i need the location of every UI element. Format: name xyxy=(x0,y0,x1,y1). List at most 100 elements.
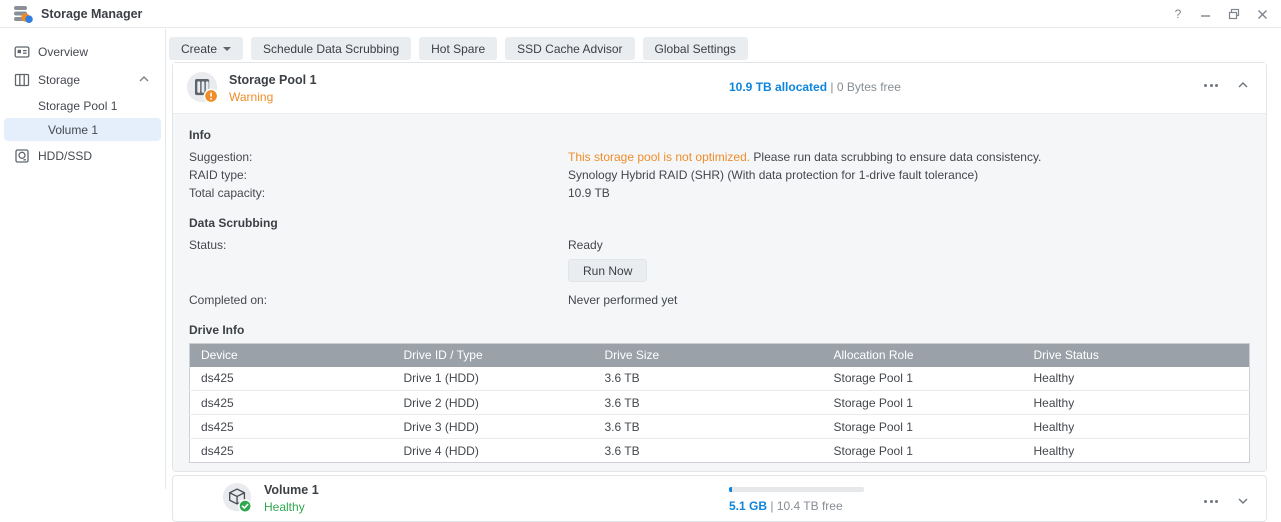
column-header-device: Device xyxy=(189,343,393,367)
completed-on-row: Completed on: Never performed yet xyxy=(189,291,1250,309)
help-icon[interactable]: ? xyxy=(1174,7,1182,21)
cell-drive-id: Drive 4 (HDD) xyxy=(392,438,594,463)
completed-on-label: Completed on: xyxy=(189,293,268,307)
total-capacity-label: Total capacity: xyxy=(189,186,266,200)
ellipsis-icon xyxy=(1204,83,1218,87)
sidebar-item-label: Storage xyxy=(38,72,81,87)
suggestion-warning-text: This storage pool is not optimized. xyxy=(568,150,751,164)
total-capacity-row: Total capacity: 10.9 TB xyxy=(189,184,1250,202)
suggestion-value: This storage pool is not optimized. Plea… xyxy=(568,148,1250,166)
ssd-cache-advisor-button[interactable]: SSD Cache Advisor xyxy=(505,37,635,60)
data-scrubbing-heading: Data Scrubbing xyxy=(189,216,278,230)
sidebar-item-hdd-ssd[interactable]: HDD/SSD xyxy=(4,142,161,169)
create-button[interactable]: Create xyxy=(169,37,244,60)
scrubbing-status-row: Status: Ready xyxy=(189,236,1250,254)
sidebar-item-label: Storage Pool 1 xyxy=(38,98,118,113)
storage-pool-title: Storage Pool 1 xyxy=(229,72,317,87)
cell-allocation-role: Storage Pool 1 xyxy=(833,371,913,386)
column-header-drive-status: Drive Status xyxy=(1022,343,1250,367)
info-section-heading: Info xyxy=(189,128,211,142)
sidebar-item-volume-1[interactable]: Volume 1 xyxy=(4,118,161,141)
drive-info-table: Device Drive ID / Type Drive Size Alloca… xyxy=(189,343,1250,463)
allocated-value: 10.9 TB allocated xyxy=(729,80,828,94)
scrubbing-status-label: Status: xyxy=(189,238,227,252)
sidebar-item-label: Overview xyxy=(38,44,89,59)
cell-drive-status: Healthy xyxy=(1033,371,1075,386)
free-value: 10.4 TB free xyxy=(776,499,843,513)
cell-drive-size: 3.6 TB xyxy=(593,390,823,415)
sidebar-item-label: HDD/SSD xyxy=(38,148,93,163)
scrubbing-status-value: Ready xyxy=(568,238,603,252)
cell-drive-size: 3.6 TB xyxy=(604,371,640,386)
used-value: 5.1 GB xyxy=(729,499,768,513)
create-button-label: Create xyxy=(181,41,218,56)
suggestion-label: Suggestion: xyxy=(189,150,253,164)
more-options-icon[interactable] xyxy=(1202,492,1220,510)
chevron-up-icon[interactable] xyxy=(139,75,149,83)
toolbar: Create Schedule Data Scrubbing Hot Spare… xyxy=(169,37,1281,60)
overview-icon xyxy=(14,45,30,58)
column-header-drive-size: Drive Size xyxy=(593,343,823,367)
hot-spare-button[interactable]: Hot Spare xyxy=(419,37,498,60)
sidebar-item-label: Volume 1 xyxy=(48,122,99,137)
sidebar-item-storage[interactable]: Storage xyxy=(4,66,161,93)
cell-allocation-role: Storage Pool 1 xyxy=(822,390,1023,415)
title-bar: Storage Manager ? xyxy=(0,0,1281,28)
close-icon[interactable] xyxy=(1255,7,1269,21)
global-settings-button[interactable]: Global Settings xyxy=(642,37,748,60)
minimize-icon[interactable] xyxy=(1199,7,1213,21)
raid-type-label: RAID type: xyxy=(189,168,248,182)
table-row: ds425 Drive 1 (HDD) 3.6 TB Storage Pool … xyxy=(190,367,1250,391)
sidebar-item-overview[interactable]: Overview xyxy=(4,38,161,65)
storage-pool-status: Warning xyxy=(229,89,274,104)
cell-drive-id: Drive 2 (HDD) xyxy=(392,390,594,415)
sidebar: Overview Storage Storage Pool 1 Volume 1… xyxy=(0,29,166,489)
suggestion-rest-text: Please run data scrubbing to ensure data… xyxy=(750,150,1042,164)
storage-pool-icon xyxy=(186,71,219,104)
cell-drive-status: Healthy xyxy=(1022,414,1250,439)
usage-bar xyxy=(729,487,864,492)
cell-device: ds425 xyxy=(189,414,393,439)
cell-allocation-role: Storage Pool 1 xyxy=(822,438,1023,463)
restore-icon[interactable] xyxy=(1227,7,1241,21)
storage-pool-header: Storage Pool 1 Warning 10.9 TB allocated… xyxy=(173,63,1266,113)
usage-bar-fill xyxy=(729,487,732,492)
cell-drive-status: Healthy xyxy=(1022,390,1250,415)
sidebar-item-storage-pool-1[interactable]: Storage Pool 1 xyxy=(4,94,161,117)
volume-title: Volume 1 xyxy=(264,483,319,497)
cell-drive-size: 3.6 TB xyxy=(593,438,823,463)
raid-type-row: RAID type: Synology Hybrid RAID (SHR) (W… xyxy=(189,166,1250,184)
cell-drive-size: 3.6 TB xyxy=(593,414,823,439)
chevron-up-icon xyxy=(1238,82,1248,88)
cell-device: ds425 xyxy=(201,371,234,386)
drive-info-heading: Drive Info xyxy=(189,323,245,337)
table-row: ds425 Drive 2 (HDD) 3.6 TB Storage Pool … xyxy=(189,390,1250,415)
run-now-button[interactable]: Run Now xyxy=(568,259,648,282)
caret-down-icon xyxy=(223,46,232,51)
expand-panel-icon[interactable] xyxy=(1234,492,1252,510)
hdd-ssd-icon xyxy=(15,148,29,163)
run-now-row: Run Now xyxy=(568,259,1250,282)
schedule-data-scrubbing-button[interactable]: Schedule Data Scrubbing xyxy=(251,37,412,60)
cell-drive-id: Drive 3 (HDD) xyxy=(392,414,594,439)
cell-drive-id: Drive 1 (HDD) xyxy=(403,371,479,386)
storage-pool-capacity-summary: 10.9 TB allocated | 0 Bytes free xyxy=(729,80,901,94)
table-row: ds425 Drive 4 (HDD) 3.6 TB Storage Pool … xyxy=(189,438,1250,463)
raid-type-value: Synology Hybrid RAID (SHR) (With data pr… xyxy=(568,168,979,182)
more-options-icon[interactable] xyxy=(1202,76,1220,94)
column-header-allocation-role: Allocation Role xyxy=(822,343,1023,367)
ellipsis-icon xyxy=(1204,499,1218,503)
suggestion-row: Suggestion: This storage pool is not opt… xyxy=(189,148,1250,166)
volume-usage-text: 5.1 GB | 10.4 TB free xyxy=(729,499,864,513)
storage-pool-card: Storage Pool 1 Warning 10.9 TB allocated… xyxy=(172,62,1267,472)
collapse-panel-icon[interactable] xyxy=(1234,76,1252,94)
storage-pool-body: Info Suggestion: This storage pool is no… xyxy=(173,113,1266,471)
separator: | xyxy=(770,499,774,513)
volume-usage: 5.1 GB | 10.4 TB free xyxy=(729,487,864,513)
volume-status: Healthy xyxy=(264,500,305,514)
volume-card: Volume 1 Healthy 5.1 GB | 10.4 TB free xyxy=(172,475,1267,522)
cell-device: ds425 xyxy=(189,390,393,415)
storage-manager-app-icon xyxy=(14,5,33,23)
table-row: ds425 Drive 3 (HDD) 3.6 TB Storage Pool … xyxy=(189,414,1250,439)
cell-allocation-role: Storage Pool 1 xyxy=(822,414,1023,439)
